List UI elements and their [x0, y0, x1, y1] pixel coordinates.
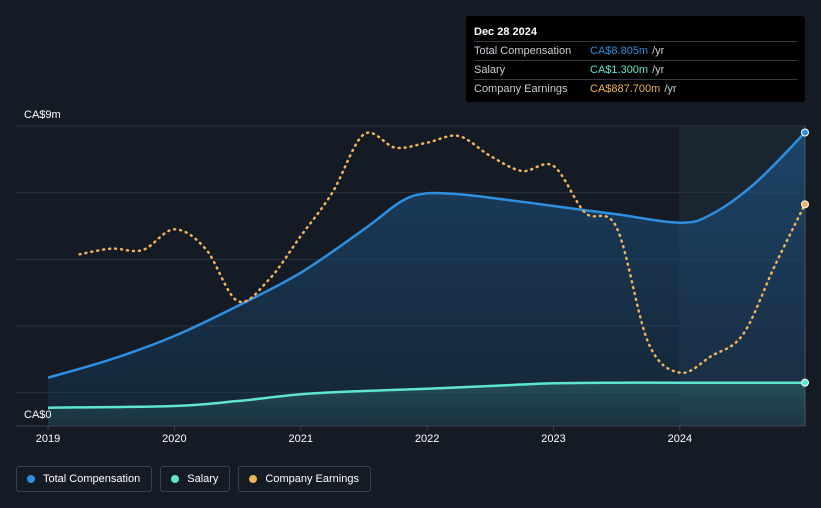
x-tick-label: 2022 [415, 433, 439, 445]
tooltip-unit: /yr [652, 64, 665, 76]
x-tick-label: 2021 [289, 433, 313, 445]
x-tick-label: 2023 [541, 433, 565, 445]
tooltip-label: Total Compensation [474, 45, 572, 57]
x-tick-label: 2019 [36, 433, 60, 445]
y-tick-label-min: CA$0 [24, 409, 52, 421]
salary-area [48, 382, 805, 426]
total-compensation-line [47, 131, 806, 379]
tooltip-row-earnings: Company Earnings CA$887.700m /yr [474, 79, 797, 98]
company-earnings-line [78, 131, 807, 375]
company-earnings-dot-icon [249, 475, 258, 483]
legend-company-earnings[interactable]: Company Earnings [238, 466, 371, 492]
legend-salary[interactable]: Salary [160, 466, 231, 492]
end-markers [801, 128, 809, 387]
tooltip-value: CA$887.700m [590, 83, 661, 95]
legend-label: Salary [187, 473, 219, 485]
total-compensation-dot-icon [27, 475, 35, 483]
tooltip-value: CA$8.805m [590, 45, 649, 57]
x-axis-ticks: 2019 2020 2021 2022 2023 2024 [36, 426, 692, 445]
tooltip-row-salary: Salary CA$1.300m /yr [474, 60, 797, 79]
tooltip-unit: /yr [664, 83, 677, 95]
legend-label: Company Earnings [265, 473, 359, 485]
tooltip: Dec 28 2024 Total Compensation CA$8.805m… [466, 16, 805, 102]
tooltip-unit: /yr [652, 45, 665, 57]
tooltip-label: Salary [474, 64, 506, 76]
total-end-marker [801, 128, 809, 137]
y-tick-label-max: CA$9m [24, 109, 61, 121]
total-compensation-area [48, 132, 805, 426]
tooltip-value: CA$1.300m [590, 64, 649, 76]
legend-label: Total Compensation [43, 473, 141, 485]
tooltip-label: Company Earnings [474, 83, 568, 95]
earnings-end-marker [801, 200, 809, 209]
tooltip-date: Dec 28 2024 [474, 26, 537, 38]
salary-dot-icon [171, 475, 180, 483]
legend: Total Compensation Salary Company Earnin… [16, 466, 371, 492]
salary-line [47, 381, 805, 409]
legend-total-compensation[interactable]: Total Compensation [16, 466, 153, 492]
x-tick-label: 2024 [668, 433, 692, 445]
x-tick-label: 2020 [162, 433, 186, 445]
tooltip-row-total: Total Compensation CA$8.805m /yr [474, 41, 797, 60]
salary-end-marker [801, 378, 809, 387]
